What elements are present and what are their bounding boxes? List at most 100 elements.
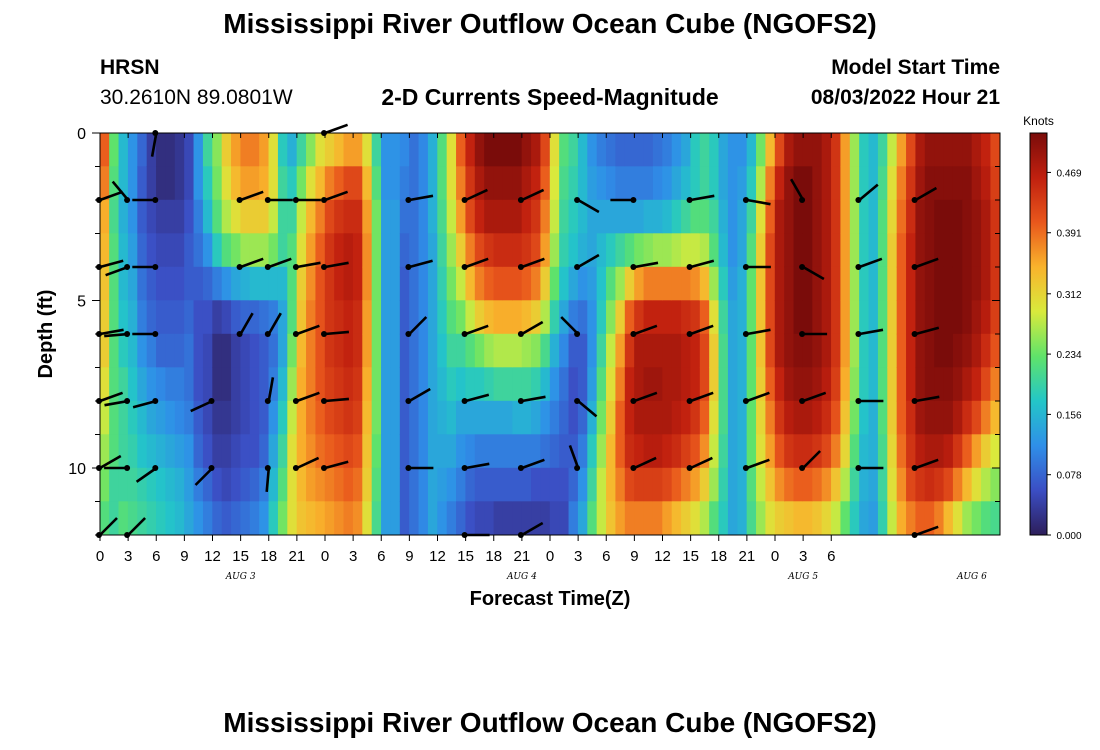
heatmap-cell	[315, 333, 326, 368]
current-arrow	[461, 188, 488, 203]
arrow-head	[574, 331, 581, 337]
heatmap-cell	[793, 132, 804, 167]
heatmap-cell	[418, 233, 429, 268]
heatmap-cell	[877, 166, 888, 201]
heatmap-cell	[418, 467, 429, 502]
heatmap-cell	[427, 266, 438, 301]
heatmap-cell	[352, 300, 363, 335]
heatmap-cell	[165, 467, 176, 502]
heatmap-cell	[324, 233, 335, 268]
current-arrow	[686, 456, 713, 471]
heatmap-cell	[643, 501, 654, 536]
heatmap-cell	[127, 367, 138, 402]
heatmap-cell	[915, 434, 926, 469]
heatmap-cell	[268, 467, 279, 502]
current-arrow	[686, 194, 715, 203]
heatmap-cell	[502, 132, 513, 167]
heatmap-cell	[315, 434, 326, 469]
heatmap-cell	[643, 166, 654, 201]
heatmap-cell	[971, 199, 982, 234]
heatmap-cell	[718, 233, 729, 268]
heatmap-cell	[315, 199, 326, 234]
heatmap-cell	[343, 233, 354, 268]
heatmap-cell	[221, 434, 232, 469]
arrow-head	[630, 264, 637, 270]
heatmap-cell	[887, 132, 898, 167]
heatmap-cell	[484, 132, 495, 167]
heatmap-cell	[671, 266, 682, 301]
heatmap-cell	[465, 199, 476, 234]
heatmap-cell	[559, 434, 570, 469]
heatmap-cell	[409, 501, 420, 536]
heatmap-cell	[221, 233, 232, 268]
heatmap-cell	[277, 199, 288, 234]
heatmap-cell	[390, 132, 401, 167]
heatmap-cell	[296, 166, 307, 201]
arrow-shaft	[324, 397, 350, 403]
heatmap-cell	[334, 467, 345, 502]
heatmap-cell	[409, 467, 420, 502]
arrow-shaft	[111, 180, 130, 201]
arrow-shaft	[858, 257, 883, 269]
heatmap-cell	[934, 367, 945, 402]
heatmap-cell	[137, 434, 148, 469]
heatmap-cell	[962, 333, 973, 368]
arrow-head	[405, 331, 412, 337]
heatmap-cell	[643, 400, 654, 435]
heatmap-cell	[615, 333, 626, 368]
heatmap-cell	[906, 233, 917, 268]
heatmap-cell	[727, 333, 738, 368]
heatmap-cell	[699, 132, 710, 167]
arrow-head	[124, 465, 131, 471]
heatmap-cell	[859, 467, 870, 502]
heatmap-cell	[962, 434, 973, 469]
current-arrow	[194, 465, 215, 486]
heatmap-cell	[531, 501, 542, 536]
heatmap-cell	[596, 233, 607, 268]
heatmap-cell	[493, 333, 504, 368]
x-tick-label: 12	[429, 548, 446, 565]
heatmap-cell	[727, 266, 738, 301]
heatmap-cell	[643, 333, 654, 368]
heatmap-cell	[381, 501, 392, 536]
x-tick-label: 6	[377, 548, 385, 565]
arrow-head	[742, 398, 749, 404]
heatmap-cell	[990, 233, 1001, 268]
heatmap-cell	[549, 233, 560, 268]
heatmap-cell	[343, 400, 354, 435]
x-tick-label: 18	[710, 548, 727, 565]
heatmap-cell	[446, 501, 457, 536]
heatmap-cell	[906, 367, 917, 402]
heatmap-cell	[896, 300, 907, 335]
heatmap-cell	[362, 400, 373, 435]
heatmap-cell	[277, 266, 288, 301]
heatmap-cell	[474, 434, 485, 469]
heatmap-cell	[831, 166, 842, 201]
heatmap-cell	[427, 166, 438, 201]
heatmap-cell	[531, 400, 542, 435]
heatmap-cell	[718, 266, 729, 301]
arrow-head	[911, 264, 918, 270]
heatmap-cell	[634, 467, 645, 502]
heatmap-cell	[915, 300, 926, 335]
heatmap-cell	[502, 333, 513, 368]
heatmap-cell	[268, 233, 279, 268]
heatmap-cell	[559, 199, 570, 234]
heatmap-cell	[456, 434, 467, 469]
heatmap-cell	[324, 300, 335, 335]
arrow-shaft	[324, 123, 349, 135]
heatmap-cell	[315, 400, 326, 435]
heatmap-cell	[165, 501, 176, 536]
heatmap-cell	[699, 166, 710, 201]
heatmap-cell	[952, 333, 963, 368]
heatmap-cell	[990, 333, 1001, 368]
heatmap-cell	[709, 199, 720, 234]
heatmap-cell	[437, 333, 448, 368]
heatmap-cell	[174, 333, 185, 368]
heatmap-cell	[793, 501, 804, 536]
heatmap-cell	[118, 300, 129, 335]
x-tick-label: 6	[602, 548, 610, 565]
heatmap-cell	[615, 166, 626, 201]
arrow-head	[321, 197, 327, 203]
